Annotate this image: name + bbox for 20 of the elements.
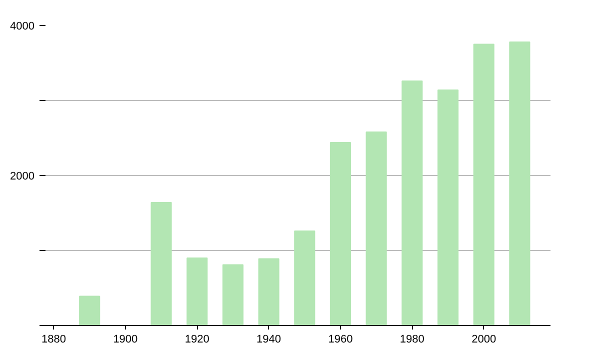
bar <box>437 90 459 326</box>
bar <box>509 42 530 326</box>
bar <box>473 44 494 326</box>
bar <box>258 258 280 326</box>
bar <box>79 296 100 326</box>
x-tick-label: 2000 <box>472 334 496 346</box>
bar <box>222 264 244 326</box>
x-tick-label: 1980 <box>400 334 424 346</box>
x-tick-label: 1940 <box>256 334 282 346</box>
x-tick-label: 1880 <box>42 334 66 346</box>
y-tick-label: 4000 <box>10 20 35 32</box>
bar <box>294 230 316 326</box>
x-tick-label: 1900 <box>113 334 138 346</box>
bar <box>186 258 208 326</box>
x-tick-label: 1920 <box>184 334 210 346</box>
bar <box>366 132 387 326</box>
bar <box>150 202 172 326</box>
x-tick-label: 1960 <box>328 334 353 346</box>
bar <box>402 80 423 326</box>
bar <box>330 142 352 326</box>
